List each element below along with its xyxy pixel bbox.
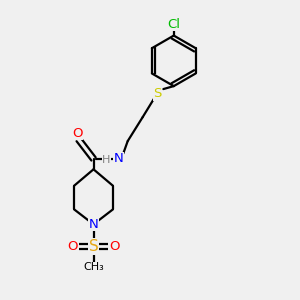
Text: N: N xyxy=(89,218,98,231)
Text: N: N xyxy=(114,152,124,165)
Text: S: S xyxy=(89,239,98,254)
Text: S: S xyxy=(153,87,162,100)
Text: O: O xyxy=(72,127,83,140)
Text: O: O xyxy=(68,240,78,253)
Text: Cl: Cl xyxy=(167,18,180,31)
Text: H: H xyxy=(102,155,110,165)
Text: CH₃: CH₃ xyxy=(83,262,104,272)
Text: O: O xyxy=(109,240,120,253)
